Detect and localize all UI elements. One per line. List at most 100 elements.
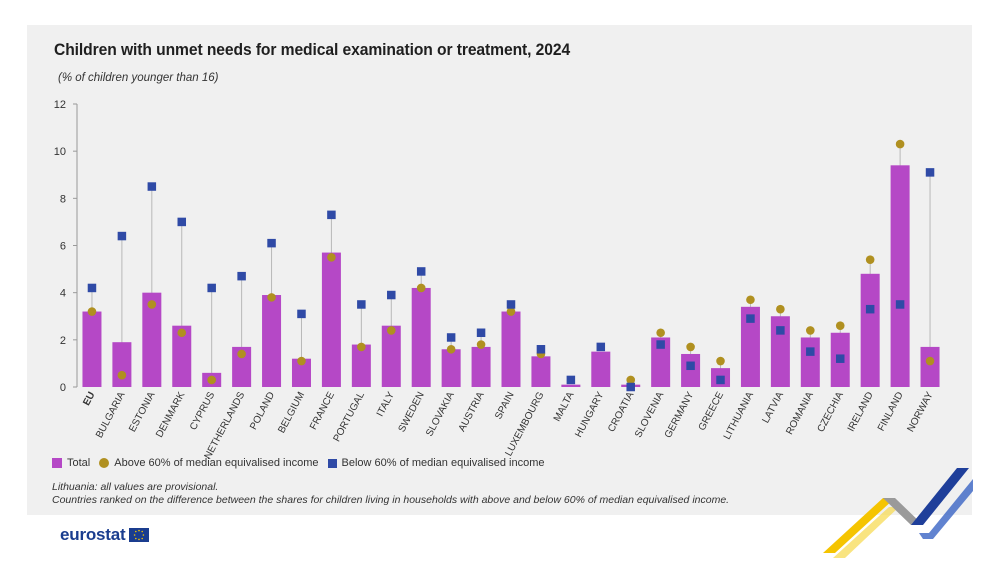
bar-total <box>501 311 521 387</box>
x-category-label: ROMANIA <box>784 390 816 437</box>
x-category-label: CZECHIA <box>816 390 846 434</box>
point-below-income <box>476 328 486 338</box>
legend: Total Above 60% of median equivalised in… <box>52 457 554 469</box>
x-category-label: ESTONIA <box>127 390 157 434</box>
footnote-ranking: Countries ranked on the difference betwe… <box>52 494 730 506</box>
bar-total <box>561 384 581 387</box>
point-below-income <box>237 271 246 281</box>
point-below-income <box>357 300 366 309</box>
x-category-label: GERMANY <box>663 390 697 440</box>
x-category-label: CROATIA <box>606 390 636 434</box>
x-category-label: SWEDEN <box>397 390 427 434</box>
point-below-income <box>865 304 875 314</box>
bar-total <box>82 311 102 387</box>
point-below-income <box>566 375 576 385</box>
point-below-income <box>387 290 396 300</box>
bar-total <box>232 346 252 387</box>
bar-total <box>112 342 132 387</box>
point-above-income <box>147 300 157 309</box>
legend-label-above: Above 60% of median equivalised income <box>114 457 319 469</box>
bar-total <box>321 252 341 387</box>
point-below-income <box>327 210 336 220</box>
x-category-label: HUNGARY <box>573 390 606 439</box>
eurostat-logo-text: eurostat <box>60 525 126 544</box>
footnote-lithuania: Lithuania: all values are provisional. <box>52 481 219 493</box>
chart-subtitle: (% of children younger than 16) <box>58 72 219 84</box>
bar-total <box>381 325 401 387</box>
point-below-income <box>177 217 187 227</box>
bar-total <box>262 295 282 387</box>
point-above-income <box>237 349 246 359</box>
y-tick-label: 2 <box>60 335 66 347</box>
point-below-income <box>207 283 216 293</box>
point-below-income <box>297 309 306 319</box>
x-category-label: AUSTRIA <box>457 390 487 434</box>
x-category-label: PORTUGAL <box>332 390 368 444</box>
eurostat-logo: eurostat <box>60 525 150 545</box>
legend-label-total: Total <box>67 457 91 469</box>
legend-item-total: Total <box>52 457 90 469</box>
chart-title: Children with unmet needs for medical ex… <box>54 40 571 59</box>
point-above-income <box>207 375 216 385</box>
point-above-income <box>835 321 845 330</box>
x-category-label: BELGIUM <box>276 390 307 435</box>
bar-total <box>681 353 701 387</box>
eu-flag-icon <box>129 528 150 542</box>
legend-item-above: Above 60% of median equivalised income <box>99 457 319 469</box>
x-category-label: MALTA <box>552 390 577 424</box>
legend-swatch-above <box>99 458 110 468</box>
bar-total <box>531 356 551 387</box>
point-above-income <box>357 342 366 352</box>
point-below-income <box>267 238 276 248</box>
point-below-income <box>506 300 516 309</box>
point-below-income <box>626 382 635 392</box>
y-tick-label: 6 <box>60 241 66 253</box>
point-below-income <box>746 314 755 323</box>
decorative-chevrons-icon <box>823 468 973 558</box>
point-above-income <box>446 344 456 354</box>
y-tick-label: 4 <box>60 288 66 300</box>
point-above-income <box>865 255 875 264</box>
x-category-label: IRELAND <box>846 390 876 433</box>
bar-total <box>770 316 790 387</box>
point-above-income <box>327 252 336 262</box>
point-above-income <box>776 304 785 314</box>
x-category-label: DENMARK <box>154 390 187 440</box>
point-below-income <box>117 231 127 241</box>
y-tick-label: 0 <box>60 382 66 394</box>
x-category-label: LITHUANIA <box>722 390 756 442</box>
point-below-income <box>536 345 546 354</box>
point-above-income <box>87 307 97 316</box>
chart-panel <box>27 25 972 515</box>
point-below-income <box>416 267 426 276</box>
point-above-income <box>177 328 187 338</box>
x-category-label: NORWAY <box>905 390 935 434</box>
bar-total <box>800 337 820 387</box>
x-category-label: EU <box>81 390 97 407</box>
legend-item-below: Below 60% of median equivalised income <box>327 457 545 469</box>
bar-total <box>651 337 671 387</box>
point-above-income <box>806 326 815 335</box>
point-below-income <box>806 347 815 356</box>
point-below-income <box>895 300 905 309</box>
bar-total <box>441 349 461 387</box>
x-category-label: SLOVAKIA <box>424 390 457 438</box>
y-tick-label: 8 <box>60 193 66 205</box>
point-above-income <box>925 356 935 366</box>
x-category-label: BULGARIA <box>94 390 128 440</box>
x-category-label: GREECE <box>697 390 727 433</box>
x-category-label: CYPRUS <box>188 390 217 432</box>
bar-total <box>890 165 910 387</box>
point-below-income <box>686 361 695 371</box>
point-above-income <box>895 139 905 149</box>
point-above-income <box>386 326 396 335</box>
point-above-income <box>117 370 127 380</box>
point-above-income <box>506 307 516 316</box>
point-below-income <box>147 182 157 191</box>
point-above-income <box>656 328 665 338</box>
point-above-income <box>626 375 636 385</box>
x-category-label: FRANCE <box>308 390 337 432</box>
x-category-label: ITALY <box>375 390 397 419</box>
